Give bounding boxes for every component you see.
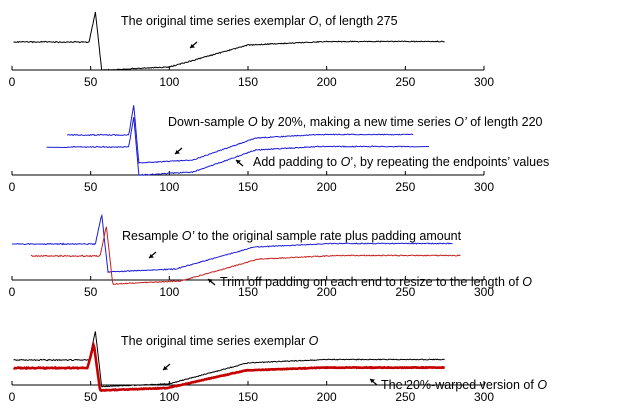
x-tick-label: 250	[395, 75, 415, 89]
x-tick-label: 300	[474, 75, 494, 89]
annotation-2a-part-2: by 20%, making a new time series	[258, 115, 455, 129]
panel-3: 0 50 100 150 200 250 300 Resample O’ to the ori…	[9, 213, 532, 299]
arrow-icon	[189, 41, 198, 49]
x-tick-label: 150	[238, 180, 258, 194]
arrow-icon	[207, 278, 216, 286]
panel-4: 0 50 100 150 200 250 300 The original time seri…	[9, 331, 547, 404]
arrow-icon	[369, 378, 378, 386]
x-tick-label: 200	[317, 285, 337, 299]
annotation-4b-part-1: O	[537, 378, 547, 392]
x-tick-label: 150	[238, 390, 258, 404]
x-tick-label: 200	[317, 180, 337, 194]
series-padded	[46, 117, 429, 176]
annotation-1: The original time series exemplar O, of …	[121, 14, 398, 28]
annotation-1-part-1: O	[309, 14, 319, 28]
x-tick-label: 250	[395, 285, 415, 299]
panel-2: 0 50 100 150 200 250 300 Down-sample O by 20%, …	[9, 105, 549, 194]
series-downsampled	[67, 105, 414, 164]
series-original-4	[13, 331, 445, 388]
annotation-2a-part-4: of length 220	[467, 115, 543, 129]
x-tick-label: 200	[317, 75, 337, 89]
x-tick-label: 50	[84, 180, 98, 194]
annotation-1-part-2: , of length 275	[318, 14, 397, 28]
annotation-2b-part-0: Add padding to	[253, 155, 341, 169]
annotation-2b-part-2: ’, by repeating the endpoints’ values	[350, 155, 549, 169]
x-tick-label: 100	[159, 285, 179, 299]
annotation-2b: Add padding to O’, by repeating the endp…	[253, 155, 549, 169]
x-tick-label: 250	[395, 390, 415, 404]
x-tick-label: 0	[9, 285, 16, 299]
x-tick-label: 200	[317, 390, 337, 404]
x-tick-label: 100	[159, 75, 179, 89]
annotation-4b: The 20%-warped version of O	[381, 378, 547, 392]
annotation-3a: Resample O’ to the original sample rate …	[122, 229, 462, 243]
series-resampled	[11, 213, 453, 274]
x-tick-label: 50	[84, 390, 98, 404]
annotation-3a-part-1: O’	[182, 229, 195, 243]
annotation-2a-part-0: Down-sample	[168, 115, 248, 129]
annotation-2a-part-3: O’	[454, 115, 467, 129]
x-tick-label: 150	[238, 285, 258, 299]
x-tick-label: 100	[159, 180, 179, 194]
x-tick-label: 300	[474, 390, 494, 404]
x-tick-label: 150	[238, 75, 258, 89]
arrow-icon	[235, 159, 244, 167]
annotation-3b-part-1: O	[522, 275, 532, 289]
arrow-icon	[174, 147, 183, 155]
x-tick-label: 0	[9, 180, 16, 194]
x-tick-label: 300	[474, 285, 494, 299]
annotation-4a-part-1: O	[309, 334, 319, 348]
annotation-4a: The original time series exemplar O	[121, 334, 319, 348]
x-tick-label: 50	[84, 285, 98, 299]
x-tick-label: 0	[9, 75, 16, 89]
annotation-2b-part-1: O	[341, 155, 351, 169]
x-tick-label: 250	[395, 180, 415, 194]
series-original	[13, 11, 445, 71]
x-tick-label: 0	[9, 390, 16, 404]
arrow-icon	[162, 363, 171, 371]
panel-1: 0 50 100 150 200 250 300 The original time seri…	[9, 11, 494, 89]
annotation-2a-part-1: O	[248, 115, 258, 129]
annotation-4a-part-0: The original time series exemplar	[121, 334, 309, 348]
arrow-icon	[148, 251, 157, 259]
annotation-1-part-0: The original time series exemplar	[121, 14, 309, 28]
x-tick-label: 50	[84, 75, 98, 89]
annotation-4b-part-0: The 20%-warped version of	[381, 378, 537, 392]
x-tick-label: 300	[474, 180, 494, 194]
annotation-3b-part-0: Trim off padding on each end to resize t…	[220, 275, 522, 289]
annotation-3a-part-2: to the original sample rate plus padding…	[194, 229, 461, 243]
series-trimmed	[30, 226, 461, 285]
x-tick-label: 100	[159, 390, 179, 404]
annotation-3b: Trim off padding on each end to resize t…	[220, 275, 532, 289]
annotation-2a: Down-sample O by 20%, making a new time …	[168, 115, 543, 129]
annotation-3a-part-0: Resample	[122, 229, 182, 243]
series-warped	[12, 340, 445, 393]
